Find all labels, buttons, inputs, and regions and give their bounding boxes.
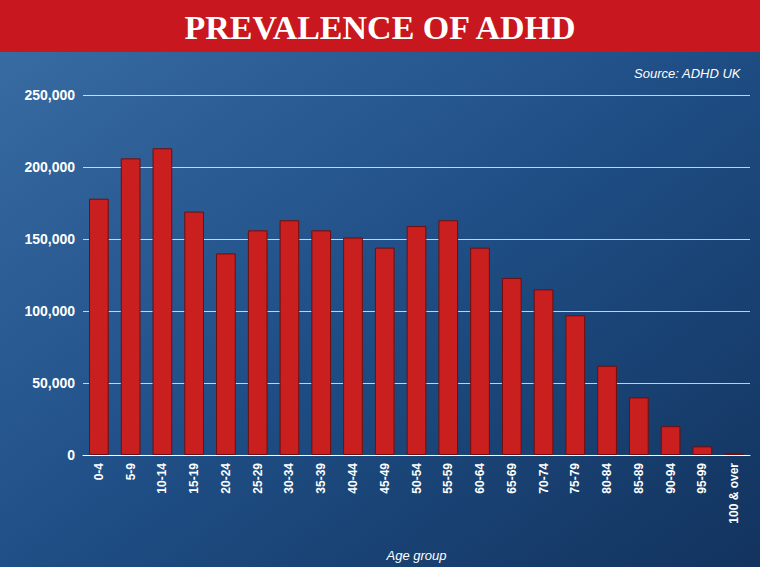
svg-text:20-24: 20-24	[219, 463, 233, 494]
svg-text:50,000: 50,000	[32, 375, 75, 391]
svg-text:250,000: 250,000	[24, 87, 75, 103]
svg-text:5-9: 5-9	[124, 463, 138, 481]
svg-text:60-64: 60-64	[473, 463, 487, 494]
svg-text:70-74: 70-74	[537, 463, 551, 494]
svg-text:Source: ADHD UK: Source: ADHD UK	[634, 66, 742, 81]
svg-text:30-34: 30-34	[282, 463, 296, 494]
svg-text:90-94: 90-94	[664, 463, 678, 494]
svg-text:100 & over: 100 & over	[727, 463, 741, 524]
svg-text:35-39: 35-39	[314, 463, 328, 494]
svg-text:10-14: 10-14	[155, 463, 169, 494]
svg-text:PREVALENCE OF ADHD: PREVALENCE OF ADHD	[184, 9, 575, 46]
svg-text:25-29: 25-29	[251, 463, 265, 494]
svg-text:0: 0	[67, 447, 75, 463]
svg-text:0-4: 0-4	[92, 463, 106, 481]
svg-text:200,000: 200,000	[24, 159, 75, 175]
svg-text:50-54: 50-54	[410, 463, 424, 494]
svg-text:15-19: 15-19	[187, 463, 201, 494]
svg-text:75-79: 75-79	[568, 463, 582, 494]
svg-text:150,000: 150,000	[24, 231, 75, 247]
svg-text:65-69: 65-69	[505, 463, 519, 494]
svg-text:80-84: 80-84	[600, 463, 614, 494]
svg-text:55-59: 55-59	[441, 463, 455, 494]
svg-text:40-44: 40-44	[346, 463, 360, 494]
svg-text:85-89: 85-89	[632, 463, 646, 494]
svg-text:45-49: 45-49	[378, 463, 392, 494]
svg-text:Age group: Age group	[386, 548, 447, 563]
svg-text:100,000: 100,000	[24, 303, 75, 319]
svg-text:95-99: 95-99	[695, 463, 709, 494]
